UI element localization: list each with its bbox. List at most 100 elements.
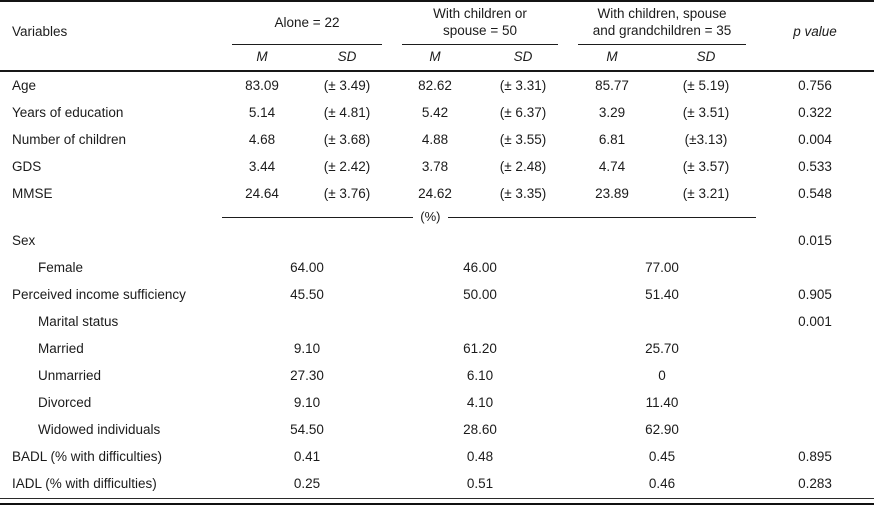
mean-value-cell: 83.09: [245, 77, 279, 93]
table-body: Age 83.09 (± 3.49) 82.62 (± 3.31) 85.77 (± 5.1…: [0, 71, 874, 497]
group-header-children-spouse-grandchildren: With children, spouse and grandchildren …: [568, 1, 756, 45]
p-value-cell: 0.283: [798, 475, 832, 491]
table-row: IADL (% with difficulties) 0.25 0.51 0.46 0.…: [0, 470, 874, 497]
table-row: Unmarried 27.30 6.10 0: [0, 362, 874, 389]
sd-value-cell: (± 3.31): [499, 77, 547, 93]
divider-line-right: [447, 216, 757, 218]
row-label-cell: Divorced: [38, 394, 92, 410]
row-label-cell: [0, 207, 222, 227]
percent-divider-label: (%): [420, 209, 441, 224]
percent-value-cell: 0.48: [466, 448, 494, 464]
p-value-cell: [756, 254, 874, 281]
row-label-cell: Perceived income sufficiency: [12, 286, 186, 302]
mean-value-cell: 4.88: [421, 131, 449, 147]
variables-column-header: Variables: [0, 1, 222, 72]
table-row: Sex 0.015: [0, 227, 874, 254]
sd-column-header: SD: [478, 45, 569, 72]
percent-value-cell: 62.90: [645, 421, 679, 437]
group-title: Alone = 22: [222, 2, 392, 42]
group-header-alone: Alone = 22: [222, 1, 392, 45]
mean-value-cell: 23.89: [595, 185, 629, 201]
p-value-cell: [756, 335, 874, 362]
percent-value-cell: 50.00: [463, 286, 497, 302]
sd-value-cell: (± 4.81): [323, 104, 371, 120]
percent-value-cell: 0.25: [293, 475, 321, 491]
sd-value-cell: (±3.13): [684, 131, 728, 147]
row-label-cell: Years of education: [12, 104, 124, 120]
p-value-cell: 0.756: [798, 77, 832, 93]
mean-value-cell: 4.74: [598, 158, 626, 174]
table-row: Female 64.00 46.00 77.00: [0, 254, 874, 281]
percent-value-cell: 0.45: [648, 448, 676, 464]
percent-value-cell: 64.00: [290, 259, 324, 275]
p-value-cell: [756, 362, 874, 389]
p-value-cell: 0.001: [798, 313, 832, 329]
table-row: Age 83.09 (± 3.49) 82.62 (± 3.31) 85.77 (± 5.1…: [0, 71, 874, 99]
mean-value-cell: 4.68: [248, 131, 276, 147]
group-underline: [578, 44, 747, 45]
table-bottom-double-rule: [0, 498, 874, 505]
sd-value-cell: (± 3.55): [499, 131, 547, 147]
percent-value-cell: 27.30: [290, 367, 324, 383]
sd-value-cell: (± 2.48): [499, 158, 547, 174]
table-row: MMSE 24.64 (± 3.76) 24.62 (± 3.35) 23.89 (± 3.…: [0, 180, 874, 207]
percent-value-cell: 0: [658, 367, 666, 383]
percent-value-cell: [222, 227, 392, 254]
row-label-cell: Marital status: [38, 313, 119, 329]
group-underline: [402, 44, 559, 45]
table-row: Years of education 5.14 (± 4.81) 5.42 (± 6.3…: [0, 99, 874, 126]
percent-value-cell: [392, 227, 568, 254]
m-column-header: M: [222, 45, 302, 72]
table-row: Number of children 4.68 (± 3.68) 4.88 (± 3.5…: [0, 126, 874, 153]
percent-value-cell: 45.50: [290, 286, 324, 302]
mean-value-cell: 5.42: [421, 104, 449, 120]
percent-divider-cell: (%): [222, 207, 757, 227]
sd-value-cell: (± 2.42): [323, 158, 371, 174]
sd-value-cell: (± 3.76): [323, 185, 371, 201]
p-value-cell: 0.895: [798, 448, 832, 464]
table-row: Perceived income sufficiency 45.50 50.00 51…: [0, 281, 874, 308]
percent-value-cell: 11.40: [645, 394, 679, 410]
row-label-cell: Unmarried: [38, 367, 102, 383]
percent-value-cell: 54.50: [290, 421, 324, 437]
group-header-row: Variables Alone = 22 With children or sp…: [0, 1, 874, 72]
mean-value-cell: 3.78: [421, 158, 449, 174]
percent-value-cell: 6.10: [466, 367, 494, 383]
mean-value-cell: 82.62: [418, 77, 452, 93]
table-row: Divorced 9.10 4.10 11.40: [0, 389, 874, 416]
m-column-header: M: [392, 45, 478, 72]
sd-value-cell: (± 3.51): [682, 104, 730, 120]
group-title-line: With children or: [433, 6, 527, 21]
bottom-rule-thin-line: [0, 498, 874, 499]
sd-column-header: SD: [656, 45, 757, 72]
row-label-cell: MMSE: [12, 185, 53, 201]
table-row: BADL (% with difficulties) 0.41 0.48 0.45 0.…: [0, 443, 874, 470]
m-column-header: M: [568, 45, 657, 72]
percent-value-cell: [568, 227, 756, 254]
p-value-cell: [756, 389, 874, 416]
row-label-cell: Married: [38, 340, 84, 356]
p-value-cell: 0.905: [798, 286, 832, 302]
mean-value-cell: 24.62: [418, 185, 452, 201]
table-row: (%): [0, 207, 874, 227]
p-value-cell: 0.322: [798, 104, 832, 120]
percent-value-cell: 0.41: [293, 448, 321, 464]
row-label-cell: GDS: [12, 158, 42, 174]
percent-value-cell: 28.60: [463, 421, 497, 437]
table-row: Married 9.10 61.20 25.70: [0, 335, 874, 362]
sd-value-cell: (± 6.37): [499, 104, 547, 120]
mean-value-cell: 85.77: [595, 77, 629, 93]
p-value-cell: [756, 207, 874, 227]
group-title-line: Alone = 22: [274, 14, 340, 30]
table-header: Variables Alone = 22 With children or sp…: [0, 1, 874, 72]
msd-subheader-row: M SD M SD M SD: [0, 45, 874, 72]
p-value-cell: 0.004: [798, 131, 832, 147]
percent-value-cell: 77.00: [645, 259, 679, 275]
row-label-cell: Sex: [12, 232, 36, 248]
group-title-line: and grandchildren = 35: [592, 23, 732, 38]
sd-value-cell: (± 3.57): [682, 158, 730, 174]
group-title-line: With children, spouse: [597, 6, 727, 21]
group-header-children-or-spouse: With children or spouse = 50: [392, 1, 568, 45]
mean-value-cell: 5.14: [248, 104, 276, 120]
